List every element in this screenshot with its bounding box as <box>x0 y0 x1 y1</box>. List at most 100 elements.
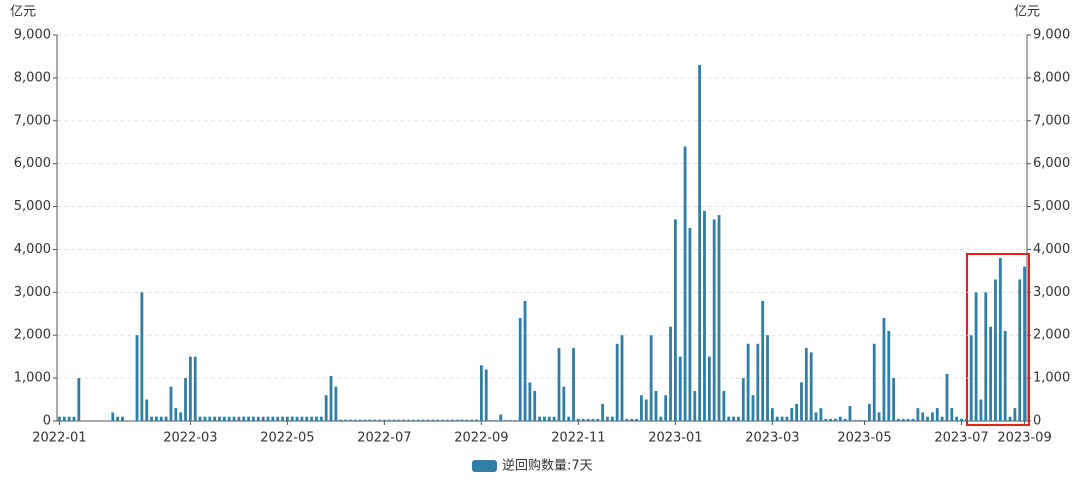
bar <box>460 419 464 421</box>
bar <box>906 418 910 421</box>
y2-tick-label: 1,000 <box>1033 371 1070 386</box>
bar <box>853 420 857 421</box>
bar <box>378 419 381 421</box>
y2-tick-label: 5,000 <box>1033 199 1070 214</box>
bar <box>761 300 765 421</box>
bar <box>964 418 968 421</box>
y-tick-label: 7,000 <box>14 113 51 128</box>
bar <box>188 356 192 421</box>
bar <box>921 412 925 421</box>
bar <box>266 416 270 421</box>
bar <box>528 382 532 421</box>
bar <box>295 416 299 421</box>
x-tick-label: 2023-05 <box>837 431 891 446</box>
bar <box>562 386 566 421</box>
bar <box>746 343 750 421</box>
bar <box>998 258 1002 421</box>
bar <box>290 416 294 421</box>
bar <box>179 412 183 421</box>
bar <box>552 416 556 421</box>
bar <box>800 382 803 421</box>
bar <box>184 378 187 421</box>
bar <box>300 416 304 421</box>
y2-unit: 亿元 <box>1014 5 1040 20</box>
bar <box>412 419 415 421</box>
bar <box>479 365 483 421</box>
y-tick-label: 6,000 <box>14 156 51 171</box>
bar <box>203 416 207 421</box>
bar <box>276 416 280 421</box>
bar <box>222 416 226 421</box>
bar <box>683 146 687 421</box>
bar <box>591 418 595 421</box>
bar <box>824 418 828 421</box>
y2-tick-label: 6,000 <box>1033 156 1070 171</box>
y2-tick-label: 3,000 <box>1033 285 1070 300</box>
x-tick-label: 2022-09 <box>454 431 508 446</box>
bar <box>955 416 959 421</box>
bar <box>484 369 488 421</box>
bar <box>703 210 706 421</box>
bar <box>572 348 575 421</box>
bar <box>475 419 478 421</box>
bar <box>465 419 469 421</box>
bar <box>615 343 619 421</box>
bar <box>382 419 386 421</box>
bar <box>727 416 731 421</box>
bar <box>678 356 682 421</box>
x-tick-label: 2022-01 <box>32 431 86 446</box>
bar <box>256 416 260 421</box>
bar <box>586 418 590 421</box>
bar <box>150 416 153 421</box>
bar <box>698 65 702 422</box>
bar <box>324 395 328 421</box>
bar <box>237 416 241 421</box>
bar <box>1013 408 1017 421</box>
bar <box>567 416 571 421</box>
bar <box>77 378 81 421</box>
bar <box>606 416 609 421</box>
bar <box>596 418 600 421</box>
bar <box>431 419 435 421</box>
bar <box>271 416 275 421</box>
bar <box>848 405 852 421</box>
bar <box>916 408 920 421</box>
y2-tick-label: 4,000 <box>1033 242 1070 257</box>
bar <box>741 378 745 421</box>
bar <box>363 419 367 421</box>
bar <box>353 419 357 421</box>
bar <box>169 386 173 421</box>
bar <box>164 416 168 421</box>
y-unit: 亿元 <box>10 5 36 20</box>
y-tick-label: 9,000 <box>14 28 51 43</box>
bar <box>766 335 769 421</box>
bar <box>984 292 988 421</box>
bar <box>145 399 149 421</box>
bar <box>441 419 444 421</box>
bar <box>795 403 799 421</box>
bar <box>416 419 420 421</box>
bar <box>654 390 658 421</box>
bar <box>213 416 217 421</box>
y-tick-label: 5,000 <box>14 199 51 214</box>
bar <box>707 356 711 421</box>
bar <box>310 416 314 421</box>
bar <box>1003 330 1007 421</box>
bar <box>751 395 755 421</box>
bar <box>863 420 866 421</box>
y2-tick-label: 8,000 <box>1033 70 1070 85</box>
bar <box>775 416 779 421</box>
bar <box>140 292 144 421</box>
bar <box>887 330 891 421</box>
bar <box>450 419 454 421</box>
bar <box>426 419 430 421</box>
bar <box>72 416 76 421</box>
bar <box>252 416 255 421</box>
bar <box>940 416 944 421</box>
bar <box>1008 416 1012 421</box>
bar <box>882 318 886 421</box>
bar <box>543 416 546 421</box>
bar <box>285 416 289 421</box>
bar <box>523 300 527 421</box>
bar <box>829 418 832 421</box>
